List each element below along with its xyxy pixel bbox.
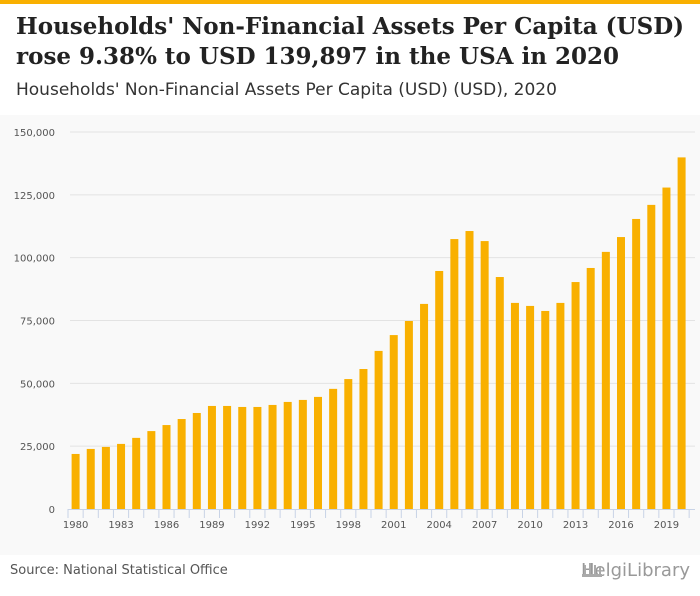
logo-text: HelgiLibrary <box>581 560 690 581</box>
x-tick-label: 2010 <box>517 520 542 531</box>
bar-1991 <box>238 406 247 509</box>
x-tick-label: 2007 <box>472 520 497 531</box>
bar-1999 <box>359 369 368 509</box>
bar-2007 <box>480 241 489 509</box>
chart-subtitle: Households' Non-Financial Assets Per Cap… <box>16 80 557 100</box>
y-tick-label: 125,000 <box>14 191 55 202</box>
y-tick-label: 50,000 <box>20 379 55 390</box>
bar-2014 <box>586 267 595 509</box>
y-tick-label: 100,000 <box>14 254 55 265</box>
bar-2016 <box>617 237 625 509</box>
bar-2005 <box>450 239 459 509</box>
bar-2017 <box>632 218 641 509</box>
x-tick-label: 2016 <box>608 520 633 531</box>
bar-2001 <box>389 335 398 509</box>
helgi-library-logo: HelgiLibrary <box>581 560 690 581</box>
bar-1992 <box>253 406 262 509</box>
bar-2013 <box>571 282 580 509</box>
bar-2011 <box>541 310 550 509</box>
bar-1980 <box>71 453 80 509</box>
x-tick-label: 1998 <box>336 520 361 531</box>
bar-1996 <box>314 396 322 509</box>
bar-2009 <box>510 302 519 509</box>
x-tick-label: 1989 <box>199 520 224 531</box>
top-accent-bar <box>0 0 700 4</box>
bar-2018 <box>647 204 656 509</box>
bar-2015 <box>601 251 610 510</box>
x-tick-label: 1992 <box>245 520 270 531</box>
bar-2019 <box>662 187 671 509</box>
bar-1997 <box>329 388 338 509</box>
chart-area: 0 25,000 50,000 75,000 100,000 125,000 150,000… <box>0 115 700 555</box>
y-tick-label: 75,000 <box>20 317 55 328</box>
bar-1995 <box>298 399 307 509</box>
bar-2006 <box>465 231 474 509</box>
bar-1985 <box>147 431 156 509</box>
x-tick-label: 2004 <box>426 520 451 531</box>
x-tick-label: 2013 <box>563 520 588 531</box>
bar-2002 <box>404 321 413 509</box>
bar-2012 <box>556 302 565 509</box>
source-note: Source: National Statistical Office <box>10 563 228 578</box>
bar-1993 <box>268 404 277 509</box>
bar-1987 <box>177 419 186 509</box>
bar-chart: 0 25,000 50,000 75,000 100,000 125,000 150,000… <box>14 128 695 531</box>
bar-1990 <box>223 405 232 509</box>
bar-2004 <box>435 270 444 509</box>
bar-1989 <box>207 405 216 509</box>
bar-1982 <box>101 446 110 509</box>
x-tick-label: 1995 <box>290 520 315 531</box>
bar-1998 <box>344 379 353 509</box>
bar-1984 <box>132 437 141 509</box>
bar-2008 <box>495 277 504 509</box>
x-tick-label: 1986 <box>154 520 179 531</box>
x-tick-label: 1980 <box>63 520 88 531</box>
x-tick-label: 2019 <box>654 520 679 531</box>
bar-1988 <box>192 412 201 509</box>
x-tick-label: 2001 <box>381 520 406 531</box>
page-title: Households' Non-Financial Assets Per Cap… <box>16 13 685 70</box>
bar-2003 <box>420 303 429 509</box>
bar-2020 <box>677 157 686 509</box>
bar-2010 <box>526 305 535 509</box>
x-tick-label: 1983 <box>108 520 133 531</box>
bar-2000 <box>374 350 383 509</box>
y-tick-label: 150,000 <box>14 128 55 139</box>
y-tick-label: 25,000 <box>20 442 55 453</box>
y-tick-label: 0 <box>49 505 55 516</box>
library-building-icon <box>582 563 603 577</box>
bar-1983 <box>117 443 126 509</box>
bar-1994 <box>283 401 292 509</box>
bar-1981 <box>86 448 95 509</box>
bar-1986 <box>162 425 171 509</box>
